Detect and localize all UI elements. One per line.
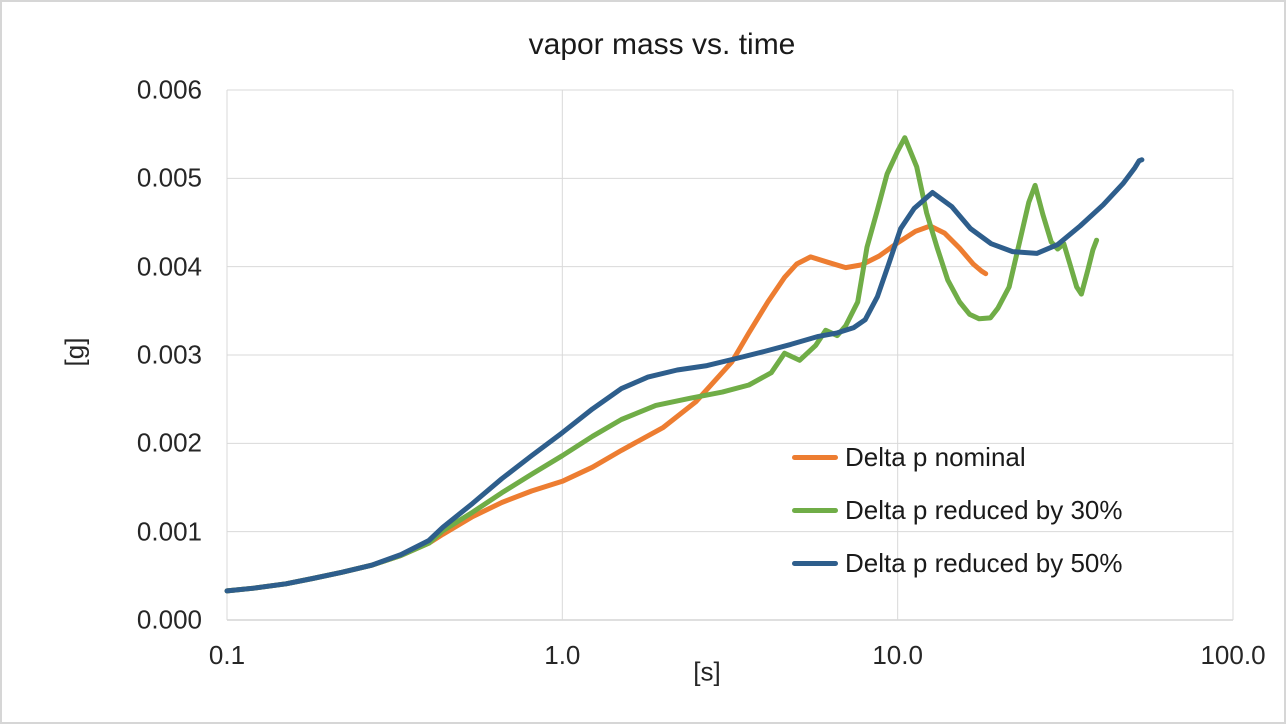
legend-label-nominal: Delta p nominal bbox=[845, 442, 1026, 472]
y-tick-label: 0.000 bbox=[136, 604, 202, 635]
y-tick-label: 0.003 bbox=[136, 339, 202, 370]
x-tick-label: 0.1 bbox=[208, 640, 246, 670]
legend-label-reduced-30: Delta p reduced by 30% bbox=[845, 495, 1123, 525]
x-tick-label: 100.0 bbox=[1200, 640, 1266, 670]
legend: Delta p nominal Delta p reduced by 30% D… bbox=[792, 431, 1123, 590]
legend-item-reduced-50: Delta p reduced by 50% bbox=[792, 537, 1123, 590]
chart-title: vapor mass vs. time bbox=[528, 28, 796, 61]
y-axis-label: [g] bbox=[59, 337, 90, 367]
legend-swatch-nominal bbox=[792, 455, 838, 460]
y-tick-label: 0.001 bbox=[136, 516, 202, 547]
legend-swatch-reduced-50 bbox=[792, 561, 838, 566]
legend-label-reduced-50: Delta p reduced by 50% bbox=[845, 548, 1123, 578]
y-tick-label: 0.006 bbox=[136, 74, 202, 105]
legend-item-reduced-30: Delta p reduced by 30% bbox=[792, 484, 1123, 537]
x-axis-label: [s] bbox=[693, 656, 721, 687]
y-tick-label: 0.005 bbox=[136, 162, 202, 193]
legend-swatch-reduced-30 bbox=[792, 508, 838, 513]
y-tick-label: 0.004 bbox=[136, 251, 202, 282]
x-tick-label: 10.0 bbox=[872, 640, 923, 670]
series-line-delta-p-reduced-by-30 bbox=[224, 135, 1100, 594]
legend-item-nominal: Delta p nominal bbox=[792, 431, 1123, 484]
series-line-delta-p-reduced-by-50 bbox=[224, 157, 1145, 594]
y-tick-label: 0.002 bbox=[136, 427, 202, 458]
x-tick-label: 1.0 bbox=[544, 640, 581, 670]
